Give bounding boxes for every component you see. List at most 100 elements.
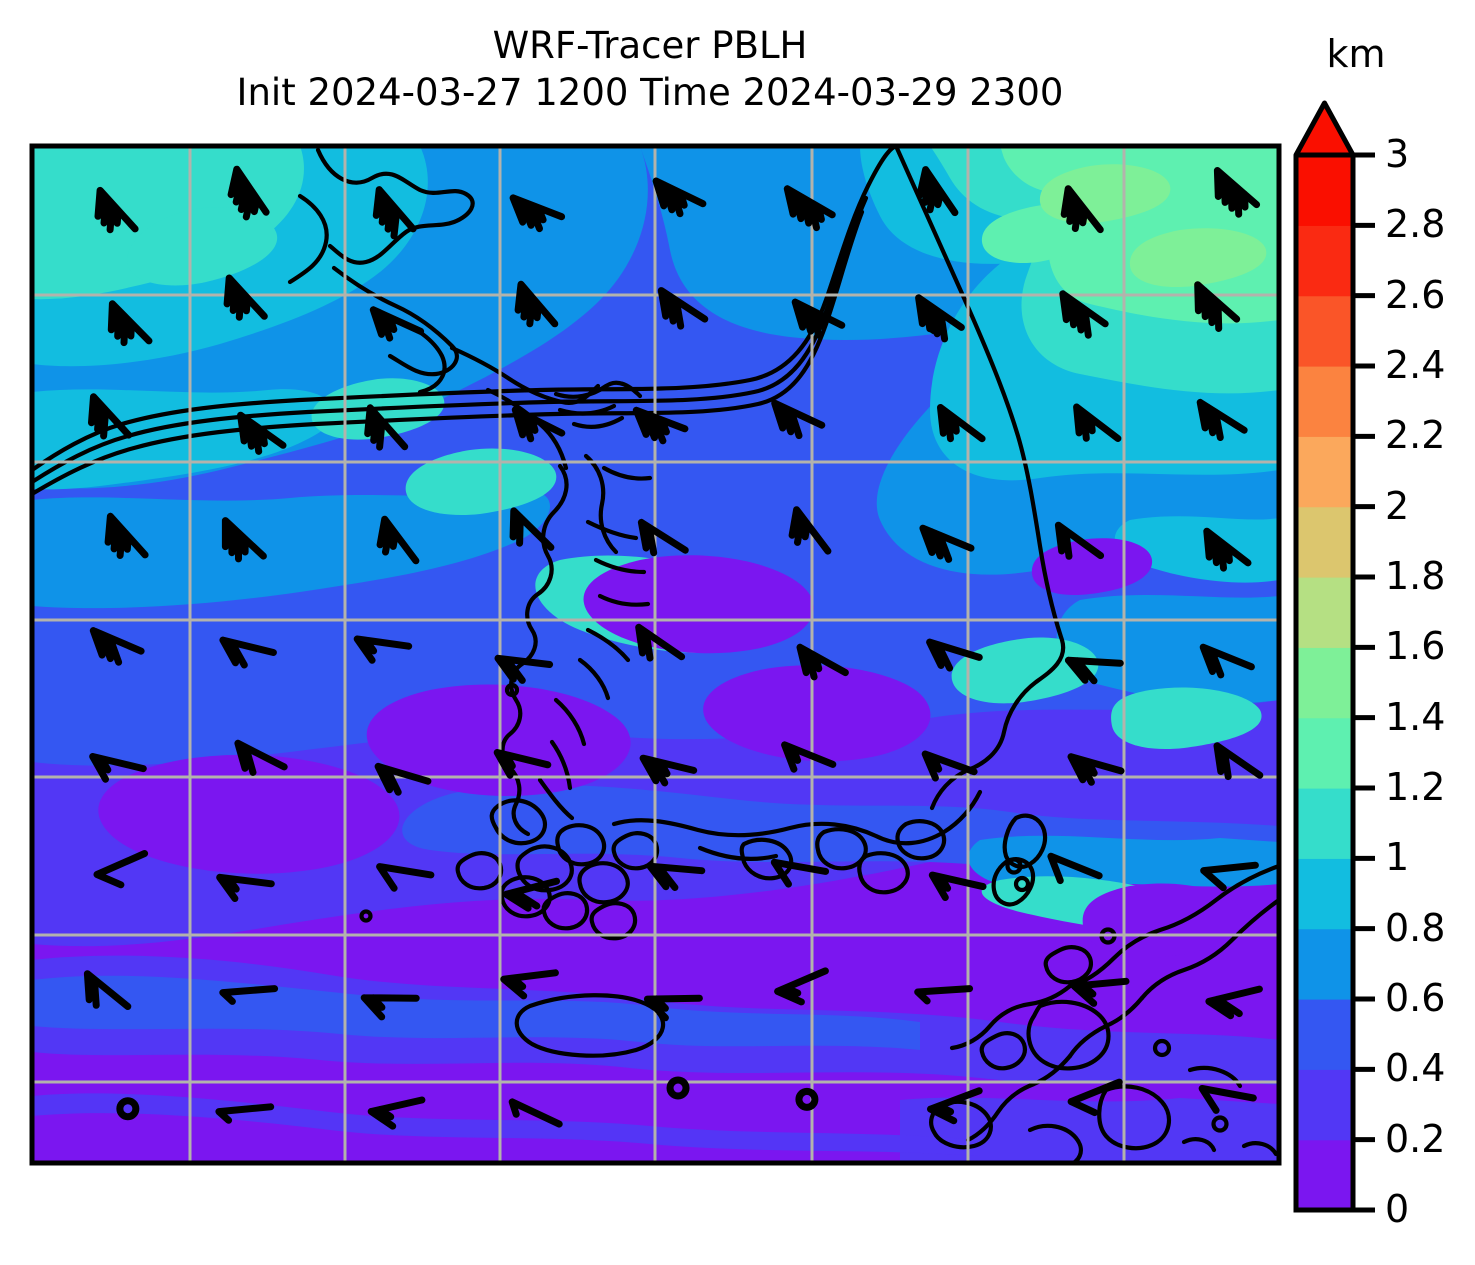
colorbar-tick-label: 0.2 [1385,1116,1446,1161]
wind-barb [781,741,837,773]
colorbar-band [1296,436,1353,508]
colorbar-unit-label: km [1326,32,1386,76]
wind-barb [89,627,145,666]
wind-barb [783,185,836,232]
wind-barb [928,871,987,901]
wind-barb [104,512,149,559]
colorbar-tick-label: 2 [1385,483,1410,528]
wind-barb [632,406,689,445]
wind-barb [774,967,829,1006]
wind-barb [508,1098,563,1128]
wind-barb [219,636,277,669]
wind-barb [771,399,826,440]
colorbar-band [1296,225,1353,297]
wind-barb [234,739,288,776]
colorbar-band [1296,366,1353,437]
wind-barb [1047,852,1103,885]
wind-barb [639,754,698,787]
wind-barb [376,515,420,565]
wind-barb [107,300,153,347]
wind-barb [216,873,275,902]
wind-barb [89,753,147,783]
wind-barb [1213,167,1261,218]
wind-barb [511,406,566,443]
wind-barb [637,518,689,557]
colorbar-tick-label: 0 [1385,1187,1410,1231]
colorbar-tick-label: 0.8 [1385,905,1446,950]
wind-barb [1200,861,1259,892]
colorbar-tick-label: 2.2 [1385,413,1446,458]
wind-barb [791,298,846,339]
colorbar-outline [1293,155,1356,1213]
wind-barb [1205,985,1263,1020]
wind-barb [227,165,270,221]
wind-barb [926,638,983,672]
wind-barb [937,404,986,443]
colorbar-tick-label: 0.6 [1385,976,1446,1020]
wind-barb [494,654,554,684]
colorbar-band [1296,295,1353,367]
calm-wind-symbol [666,1076,690,1100]
wind-barb [1070,977,1130,1007]
colorbar-tick-label: 1.2 [1385,765,1446,809]
wind-barb [367,1096,426,1130]
colorbar-tick-label: 2.4 [1385,343,1446,387]
wind-barb [83,970,132,1010]
wind-barb [502,877,560,912]
wind-barb [1073,403,1122,442]
wind-barb [788,506,832,555]
colorbar-extend-arrow-icon [1293,100,1356,158]
colorbar-band [1296,577,1353,648]
wind-barb [500,969,559,1000]
wind-barb [646,862,706,891]
wind-barb [1067,1078,1123,1117]
colorbar-tick-label: 2.6 [1385,272,1446,317]
wind-barb [376,863,435,892]
wind-barb [1203,527,1252,572]
title-line-times: Init 2024-03-27 1200 Time 2024-03-29 230… [236,71,1064,114]
wind-barb [1060,185,1104,234]
wind-barb [1199,643,1255,679]
coastline-overlay [32,146,1279,1163]
wind-barb [915,294,965,343]
wind-barb [215,1103,275,1124]
colorbar-band [1296,506,1353,578]
colorbar-band [1296,155,1353,226]
wind-barb [364,404,409,451]
wind-barb [1067,753,1125,786]
colorbar-band [1296,858,1353,930]
wind-barb [643,994,703,1022]
wind-barb [493,749,552,779]
colorbar-band [1296,999,1353,1070]
wind-barb [353,635,413,664]
map-gridlines [32,146,1279,1163]
map-frame [29,143,1282,1166]
wind-barb [1059,290,1109,339]
colorbar[interactable] [1293,100,1375,1213]
colorbar-tick-label: 1 [1385,835,1410,880]
colorbar-tick-label: 3 [1385,132,1410,176]
colorbar-band [1296,717,1353,789]
colorbar-tick-label: 1.6 [1385,624,1446,669]
calm-wind-symbol [116,1097,140,1121]
wind-barb [94,186,139,234]
wind-barb [1196,398,1248,441]
wind-barb [927,1087,983,1125]
wind-barb [1213,742,1264,781]
colorbar-tick-label: 1.4 [1385,694,1446,739]
wind-barb [223,274,268,321]
wind-barb [237,411,287,455]
colorbar-tick-label: 0.4 [1385,1046,1446,1091]
wind-barb [1064,656,1124,685]
page-title: WRF-Tracer PBLH Init 2024-03-27 1200 Tim… [0,22,1300,116]
wind-barb [372,186,417,240]
wind-barb [221,517,267,563]
wind-barb [369,306,425,342]
colorbar-band [1296,928,1353,1000]
wind-barb [88,393,133,440]
wind-barb [919,524,975,563]
wind-barb [514,280,559,328]
wind-barb [914,985,974,1005]
